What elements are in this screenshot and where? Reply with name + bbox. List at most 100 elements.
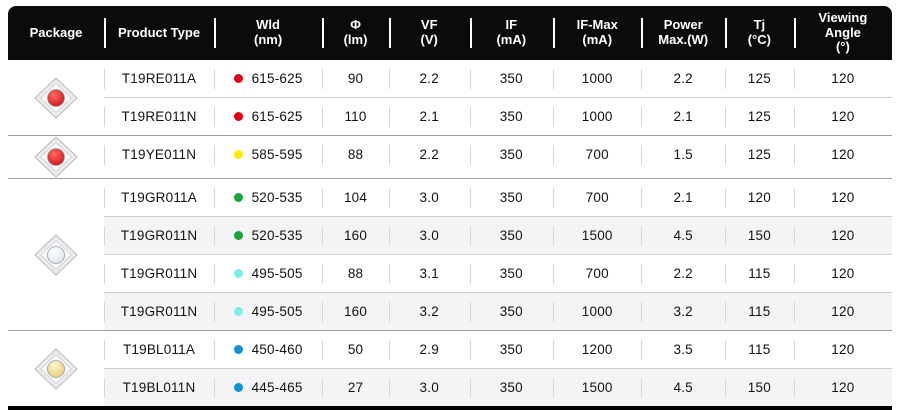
product-type-cell: T19BL011N	[104, 369, 214, 406]
tj-cell: 115	[725, 293, 794, 330]
column-label: IF	[505, 17, 518, 33]
tj-cell: 150	[725, 369, 794, 406]
group-rows: T19RE011A 615-625 90 2.2 350 1000 2.2 125 120 T19…	[104, 60, 892, 135]
column-header-package: Package	[8, 6, 104, 60]
color-dot-icon	[233, 383, 243, 392]
table-row: T19BL011N 445-465 27 3.0 350 1500 4.5 150 120	[104, 368, 892, 406]
cell-value: 115	[748, 266, 771, 281]
cell-value: 700	[585, 266, 609, 281]
cell-value: 120	[747, 190, 771, 205]
package-cell	[8, 136, 104, 178]
if-cell: 350	[470, 293, 554, 330]
red-ceramic-led-package-image	[34, 76, 78, 119]
cell-value: 350	[499, 228, 523, 243]
if-cell: 350	[470, 136, 554, 173]
if-cell: 350	[470, 331, 554, 368]
power-cell: 3.2	[641, 293, 725, 330]
cell-value: 125	[747, 71, 771, 86]
power-cell: 3.5	[641, 331, 725, 368]
wld-cell: 520-535	[214, 217, 322, 254]
column-label: Wld	[256, 17, 280, 33]
package-group: T19BL011A 450-460 50 2.9 350 1200 3.5 115 120 T19…	[8, 330, 892, 406]
table-row: T19RE011A 615-625 90 2.2 350 1000 2.2 125 120	[104, 60, 892, 97]
cell-value: 3.0	[419, 228, 439, 243]
ifmax-cell: 700	[553, 179, 641, 216]
column-label: Package	[29, 24, 83, 40]
if-cell: 350	[470, 179, 554, 216]
product-type-cell: T19GR011N	[104, 255, 214, 292]
column-label: Φ	[350, 17, 361, 33]
angle-cell: 120	[794, 293, 892, 330]
power-cell: 2.1	[641, 179, 725, 216]
ifmax-cell: 1200	[553, 331, 641, 368]
cell-value: 120	[831, 109, 855, 124]
ifmax-cell: 1000	[553, 293, 641, 330]
phi-cell: 110	[322, 98, 389, 135]
cell-value: 120	[831, 380, 855, 395]
cell-value: 2.2	[419, 147, 439, 162]
angle-cell: 120	[794, 60, 892, 97]
cell-value: T19GR011N	[120, 304, 198, 319]
cell-value: 160	[343, 304, 368, 319]
power-cell: 4.5	[641, 217, 725, 254]
cell-value: 3.0	[419, 380, 439, 395]
table-row: T19GR011N 495-505 88 3.1 350 700 2.2 115 120	[104, 254, 892, 292]
ifmax-cell: 1500	[553, 217, 641, 254]
power-cell: 1.5	[641, 136, 725, 173]
cell-value: 520-535	[251, 228, 303, 243]
product-type-cell: T19BL011A	[104, 331, 214, 368]
cell-value: 2.9	[419, 342, 439, 357]
angle-cell: 120	[794, 255, 892, 292]
cell-value: 115	[748, 304, 771, 319]
column-header-product: Product Type	[104, 6, 214, 60]
phi-cell: 27	[322, 369, 389, 406]
cell-value: 700	[585, 190, 609, 205]
ifmax-cell: 1000	[553, 98, 641, 135]
cell-value: 4.5	[673, 228, 693, 243]
cell-value: T19RE011N	[121, 109, 197, 124]
wld-cell: 450-460	[214, 331, 322, 368]
cell-value: 520-535	[251, 190, 303, 205]
cell-value: 585-595	[251, 147, 303, 162]
color-dot-icon	[233, 193, 243, 202]
power-cell: 2.1	[641, 98, 725, 135]
phi-cell: 104	[322, 179, 389, 216]
cell-value: 1000	[581, 71, 613, 86]
cell-value: 104	[343, 190, 368, 205]
column-label: Tj	[753, 17, 766, 33]
cell-value: 350	[499, 266, 523, 281]
ifmax-cell: 700	[553, 136, 641, 173]
cell-value: 120	[831, 342, 855, 357]
angle-cell: 120	[794, 98, 892, 135]
cell-value: 1200	[581, 342, 613, 357]
cell-value: 90	[347, 71, 364, 86]
cell-value: 125	[747, 147, 771, 162]
cell-value: 1.5	[673, 147, 693, 162]
table-row: T19BL011A 450-460 50 2.9 350 1200 3.5 115 120	[104, 331, 892, 368]
color-dot-icon	[233, 112, 243, 121]
cell-value: T19RE011A	[121, 71, 197, 86]
phi-cell: 90	[322, 60, 389, 97]
angle-cell: 120	[794, 179, 892, 216]
color-dot-icon	[233, 345, 243, 354]
cell-value: 495-505	[251, 266, 303, 281]
cell-value: 3.2	[673, 304, 693, 319]
wld-cell: 445-465	[214, 369, 322, 406]
vf-cell: 2.1	[389, 98, 470, 135]
vf-cell: 3.0	[389, 179, 470, 216]
angle-cell: 120	[794, 331, 892, 368]
cell-value: 350	[499, 109, 523, 124]
tj-cell: 125	[725, 98, 794, 135]
cell-value: 150	[747, 228, 771, 243]
column-unit: (mA)	[582, 32, 613, 47]
cell-value: 1500	[581, 228, 613, 243]
tj-cell: 125	[725, 136, 794, 173]
cell-value: 2.2	[673, 266, 693, 281]
cell-value: 110	[344, 109, 367, 124]
package-cell	[8, 179, 104, 330]
warm-ceramic-led-package-image	[34, 347, 78, 390]
product-type-cell: T19GR011N	[104, 293, 214, 330]
vf-cell: 3.0	[389, 369, 470, 406]
cell-value: T19BL011N	[122, 380, 196, 395]
cell-value: 2.2	[673, 71, 693, 86]
